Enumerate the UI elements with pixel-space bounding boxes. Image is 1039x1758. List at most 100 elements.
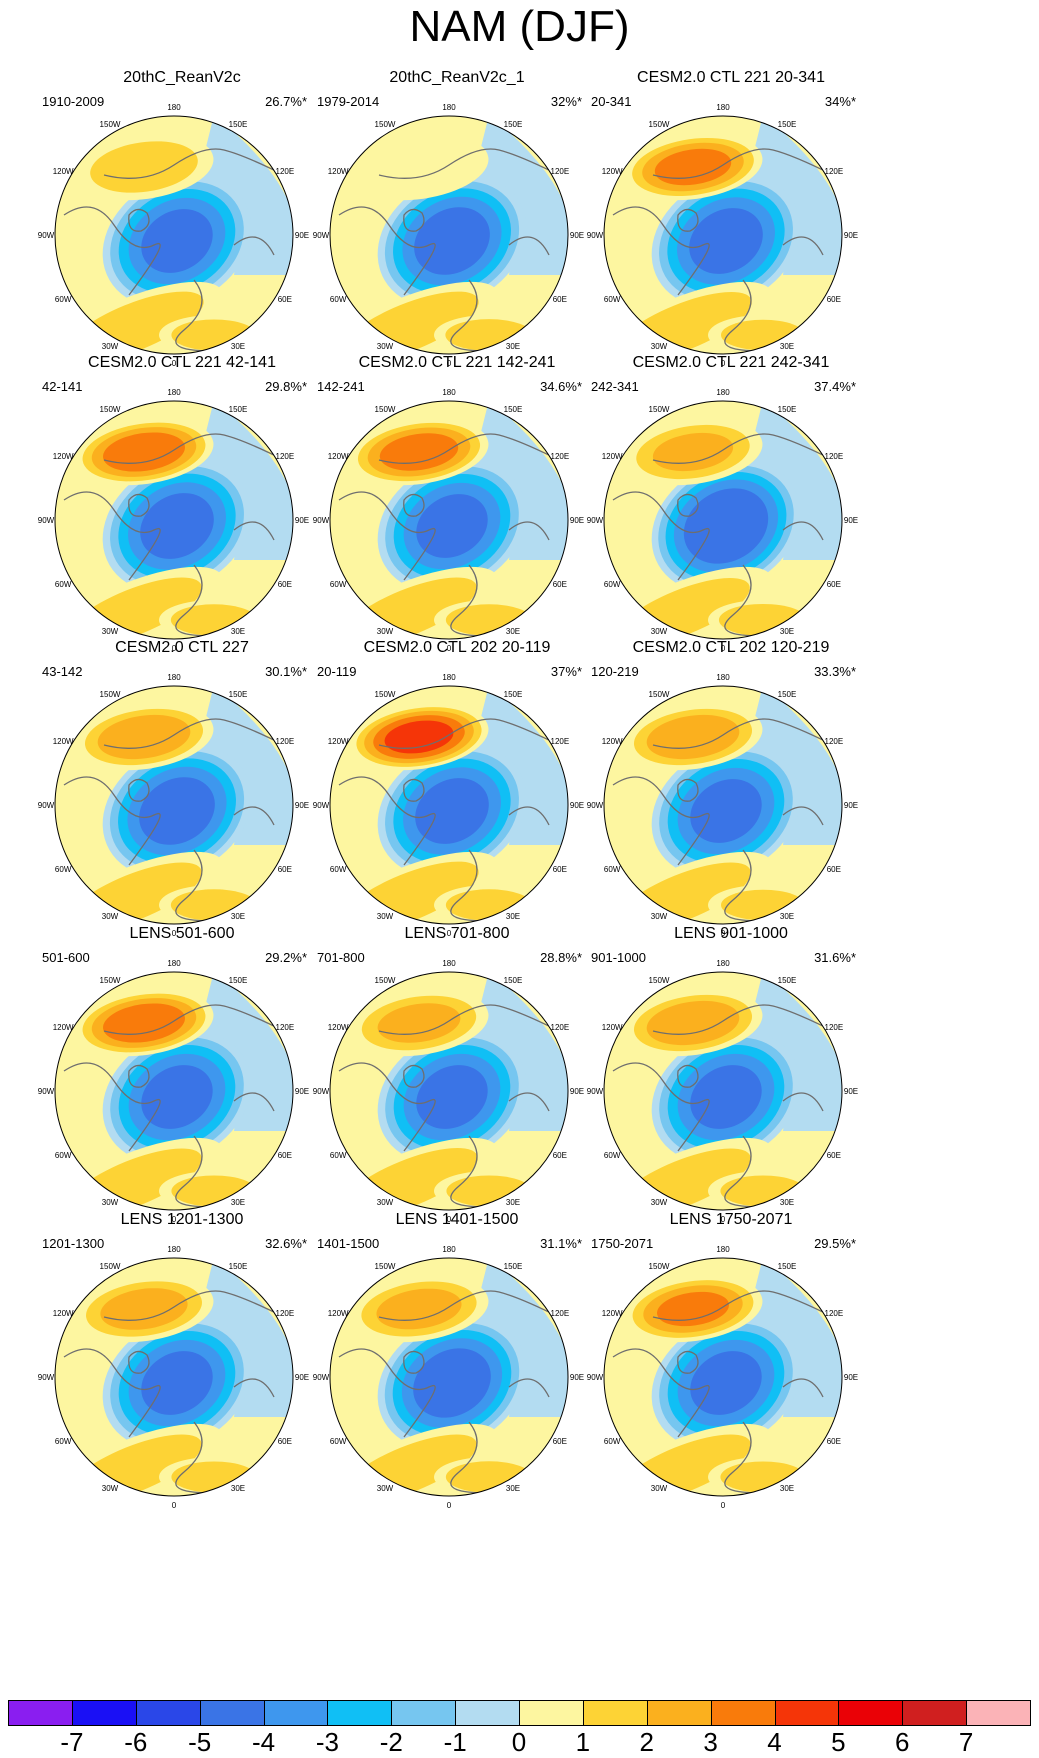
panel-variance-percent: 31.6%*	[814, 950, 856, 965]
colorbar-tick-label: -2	[379, 1727, 403, 1757]
map-border	[54, 971, 294, 1211]
panel-period: 701-800	[317, 950, 365, 965]
panel-period: 120-219	[591, 664, 639, 679]
longitude-label: 150W	[375, 690, 396, 699]
longitude-label: 120W	[53, 167, 74, 176]
longitude-label: 60E	[827, 865, 841, 874]
longitude-label: 0	[721, 644, 726, 653]
light-negative-region	[474, 116, 568, 275]
coastline	[508, 521, 550, 541]
longitude-label: 180	[716, 1245, 730, 1254]
longitude-label: 60E	[553, 1437, 567, 1446]
longitude-label: 120E	[825, 452, 844, 461]
coastline	[508, 236, 550, 256]
light-negative-region	[199, 972, 293, 1131]
longitude-label: 120E	[276, 167, 295, 176]
longitude-label: 150W	[100, 690, 121, 699]
polar-map: 180 150E 120E 90E 60E 30E 0 30W 60W 90W 120W 150W	[38, 1245, 309, 1510]
longitude-label: 120E	[551, 452, 570, 461]
pacific-high-contour-5	[384, 720, 454, 754]
map-border	[603, 685, 843, 925]
longitude-label: 30E	[506, 627, 520, 636]
longitude-label: 150W	[100, 120, 121, 129]
panel-title: CESM2.0 CTL 221 242-341	[632, 354, 830, 371]
longitude-label: 60W	[55, 865, 72, 874]
arctic-low-contour-5	[140, 493, 214, 559]
longitude-label: 30W	[102, 1198, 119, 1207]
panel-period: 1750-2071	[591, 1236, 654, 1251]
longitude-label: 30W	[102, 342, 119, 351]
panel-variance-percent: 37.4%*	[814, 379, 856, 394]
map-border	[54, 400, 294, 640]
longitude-label: 90E	[295, 1087, 309, 1096]
longitude-label: 150E	[778, 405, 797, 414]
map-panel: LENS 701-800 701-800 28.8%* 180 150E 120E 90E 6…	[297, 924, 617, 1244]
longitude-label: 30E	[506, 342, 520, 351]
colorbar: -7 -6 -5 -4 -3 -2 -1 0 1 2 3 4 5 6 7	[8, 1700, 1031, 1757]
panel-period: 20-119	[317, 664, 357, 679]
longitude-label: 120W	[328, 737, 349, 746]
light-negative-region	[199, 686, 293, 845]
panel-title: CESM2.0 CTL 221 20-341	[637, 69, 825, 86]
map-border	[603, 1257, 843, 1497]
longitude-label: 120E	[276, 1309, 295, 1318]
coastline	[63, 491, 161, 581]
light-negative-region	[199, 401, 293, 560]
longitude-label: 120W	[602, 1023, 623, 1032]
longitude-label: 180	[167, 959, 181, 968]
coastline	[378, 148, 560, 179]
map-panel: LENS 1201-1300 1201-1300 32.6%* 180 150E 120E…	[22, 1210, 342, 1530]
coastline	[612, 1348, 710, 1438]
longitude-label: 120E	[551, 167, 570, 176]
pacific-high-contour-1	[349, 133, 489, 201]
panel-period: 242-341	[591, 379, 639, 394]
map-panel: CESM2.0 CTL 227 43-142 30.1%* 180 150E 120E 90…	[22, 638, 342, 958]
longitude-label: 0	[721, 359, 726, 368]
coastline	[508, 1378, 550, 1398]
longitude-label: 30E	[780, 342, 794, 351]
longitude-label: 60E	[278, 865, 292, 874]
pacific-high-contour-4	[654, 148, 732, 186]
longitude-label: 150W	[100, 405, 121, 414]
longitude-label: 60W	[55, 1151, 72, 1160]
panel-variance-percent: 26.7%*	[265, 94, 307, 109]
arctic-low-contour-5	[141, 209, 213, 273]
longitude-label: 30W	[651, 1484, 668, 1493]
panel-period: 901-1000	[591, 950, 646, 965]
longitude-label: 30W	[377, 1484, 394, 1493]
polar-map: 180 150E 120E 90E 60E 30E 0 30W 60W 90W 120W 150W	[587, 103, 858, 368]
longitude-label: 90E	[295, 516, 309, 525]
longitude-label: 120E	[825, 737, 844, 746]
longitude-label: 0	[172, 1501, 177, 1510]
coastline	[378, 718, 560, 749]
light-negative-region	[199, 116, 293, 275]
panel-period: 1401-1500	[317, 1236, 380, 1251]
panel-variance-percent: 30.1%*	[265, 664, 307, 679]
arctic-low-contour-5	[416, 1065, 488, 1129]
longitude-label: 180	[716, 673, 730, 682]
coastline	[233, 1378, 275, 1398]
longitude-label: 90E	[570, 231, 584, 240]
longitude-label: 90W	[313, 231, 330, 240]
colorbar-tick-label: -3	[315, 1727, 339, 1757]
panel-period: 20-341	[591, 94, 632, 109]
map-panel: 20thC_ReanV2c 1910-2009 26.7%* 180 150E 120E 9…	[22, 68, 342, 388]
longitude-label: 150E	[229, 405, 248, 414]
map-border	[603, 400, 843, 640]
polar-map: 180 150E 120E 90E 60E 30E 0 30W 60W 90W 120W 150W	[38, 388, 309, 653]
longitude-label: 60E	[553, 295, 567, 304]
longitude-label: 180	[442, 959, 456, 968]
coastline	[677, 208, 699, 232]
panel-title: LENS 1401-1500	[395, 1211, 519, 1228]
coastline	[233, 521, 275, 541]
longitude-label: 120E	[551, 737, 570, 746]
longitude-label: 120W	[328, 1023, 349, 1032]
panel-title: 20thC_ReanV2c	[123, 69, 241, 86]
coastline	[403, 778, 425, 802]
coastline	[652, 1004, 834, 1035]
longitude-label: 60W	[55, 295, 72, 304]
longitude-label: 90W	[38, 801, 55, 810]
longitude-label: 90W	[38, 516, 55, 525]
longitude-label: 120E	[276, 452, 295, 461]
panel-variance-percent: 29.2%*	[265, 950, 307, 965]
